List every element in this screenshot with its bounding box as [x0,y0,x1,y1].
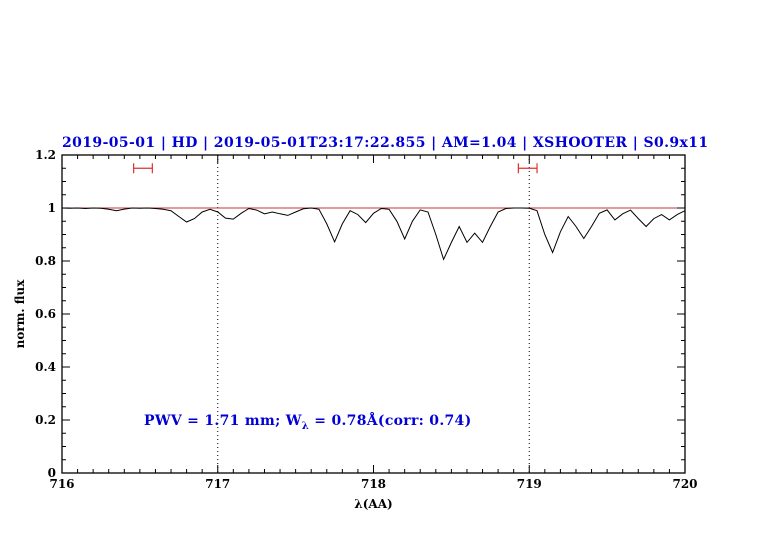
y-tick-label: 0 [48,466,56,480]
y-tick-label: 0.4 [35,360,56,374]
y-axis-label: norm. flux [13,279,27,349]
plot-title: 2019-05-01 | HD | 2019-05-01T23:17:22.85… [62,135,709,151]
y-tick-label: 0.2 [35,413,56,427]
y-tick-label: 1 [48,201,56,215]
y-tick-label: 0.6 [35,307,56,321]
spectrum-line [61,207,686,261]
pwv-annotation-suffix: = 0.78Å(corr: 0.74) [309,413,472,429]
x-tick-label: 720 [672,477,697,491]
x-tick-label: 718 [361,477,386,491]
y-tick-label: 0.8 [35,254,56,268]
x-tick-label: 717 [205,477,230,491]
x-tick-label: 719 [517,477,542,491]
pwv-annotation-lambda-subscript: λ [301,420,310,432]
y-tick-label: 1.2 [35,148,56,162]
x-axis-label: λ(AA) [354,497,393,511]
pwv-annotation-prefix: PWV = 1.71 mm; W [144,413,302,429]
x-tick-label: 716 [49,477,74,491]
pwv-annotation: PWV = 1.71 mm; Wλ = 0.78Å(corr: 0.74) [144,413,472,432]
